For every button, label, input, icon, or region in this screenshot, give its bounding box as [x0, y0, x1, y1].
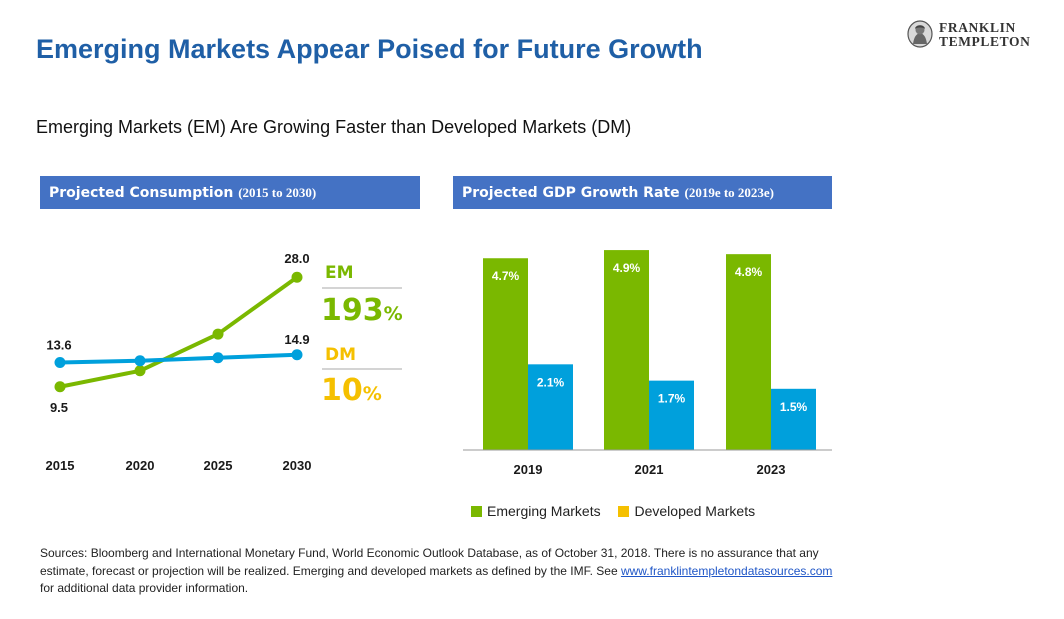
legend-item-developed: Developed Markets — [618, 503, 755, 519]
consumption-header-title: Projected Consumption — [49, 185, 234, 201]
gdp-bar-chart: 4.7% 2.1% 2019 4.9% 1.7% 2021 4.8% 1.5% 2023 — [463, 250, 832, 477]
data-point-em-2030 — [291, 271, 303, 283]
em-label: EM — [325, 263, 354, 283]
bar-emerging-2023 — [726, 254, 771, 450]
gdp-legend: Emerging Markets Developed Markets — [471, 503, 769, 519]
series-line-dm — [59, 352, 298, 365]
dm-growth-unit: % — [363, 383, 382, 405]
x-tick-label-2030: 2030 — [283, 458, 312, 473]
logo-line-2: TEMPLETON — [939, 34, 1031, 49]
data-label-dm-2015: 13.6 — [46, 337, 71, 352]
dm-label: DM — [325, 345, 356, 365]
x-tick-label-2015: 2015 — [46, 458, 75, 473]
data-point-dm-2030 — [291, 349, 303, 361]
data-label-em-2030: 28.0 — [284, 251, 309, 266]
sources-link[interactable]: www.franklintempletondatasources.com — [620, 563, 833, 578]
sources-text: Sources: Bloomberg and International Mon… — [40, 546, 819, 578]
legend-label-developed: Developed Markets — [634, 503, 756, 519]
consumption-header-range: (2015 to 2030) — [238, 185, 317, 200]
x-tick-label-2021: 2021 — [635, 462, 664, 477]
data-point-dm-2015 — [54, 356, 66, 368]
dm-growth: 10% — [321, 373, 382, 408]
data-point-em-2025 — [212, 328, 224, 340]
x-tick-label-2025: 2025 — [204, 458, 233, 473]
consumption-line-chart: 9.5 28.0 13.6 14.9 2015 2020 2025 2030 — [46, 251, 312, 473]
franklin-templeton-logo: FRANKLIN TEMPLETON — [907, 20, 1042, 50]
bar-label-developed-2023: 1.5% — [780, 400, 808, 414]
bar-label-emerging-2019: 4.7% — [492, 269, 520, 283]
series-line-em — [59, 275, 299, 389]
em-growth: 193% — [321, 293, 403, 328]
gdp-header-title: Projected GDP Growth Rate — [462, 185, 680, 201]
logo-line-1: FRANKLIN — [939, 20, 1016, 35]
page-title: Emerging Markets Appear Poised for Futur… — [36, 34, 703, 64]
legend-swatch-emerging — [471, 506, 482, 517]
sources-note: Sources: Bloomberg and International Mon… — [40, 545, 840, 598]
data-label-dm-2030: 14.9 — [284, 332, 309, 347]
gdp-panel-header: Projected GDP Growth Rate (2019e to 2023… — [453, 176, 832, 209]
x-tick-label-2019: 2019 — [514, 462, 543, 477]
bar-developed-2021 — [649, 380, 694, 450]
data-point-em-2020 — [134, 365, 146, 377]
x-tick-label-2023: 2023 — [757, 462, 786, 477]
data-point-em-2015 — [54, 381, 66, 393]
legend-label-emerging: Emerging Markets — [487, 503, 601, 519]
page-subtitle: Emerging Markets (EM) Are Growing Faster… — [36, 117, 632, 137]
bar-label-emerging-2021: 4.9% — [613, 261, 641, 275]
dm-growth-number: 10 — [321, 373, 363, 408]
em-growth-unit: % — [384, 303, 403, 325]
bar-emerging-2021 — [604, 250, 649, 450]
bar-developed-2023 — [771, 388, 816, 450]
bar-label-developed-2021: 1.7% — [658, 392, 686, 406]
bar-label-developed-2019: 2.1% — [537, 375, 565, 389]
data-point-dm-2020 — [134, 355, 146, 367]
bar-developed-2019 — [528, 364, 573, 450]
gdp-header-range: (2019e to 2023e) — [684, 185, 775, 200]
bar-emerging-2019 — [483, 258, 528, 450]
bar-label-emerging-2023: 4.8% — [735, 265, 763, 279]
legend-item-emerging: Emerging Markets — [471, 503, 601, 519]
consumption-panel-header: Projected Consumption (2015 to 2030) — [40, 176, 420, 209]
sources-text-end: for additional data provider information… — [40, 581, 249, 595]
franklin-portrait-coin-icon — [907, 20, 933, 48]
em-growth-number: 193 — [321, 293, 384, 328]
x-tick-label-2020: 2020 — [126, 458, 155, 473]
data-point-dm-2025 — [212, 352, 224, 364]
data-label-em-2015: 9.5 — [50, 400, 68, 415]
legend-swatch-developed — [618, 506, 630, 517]
